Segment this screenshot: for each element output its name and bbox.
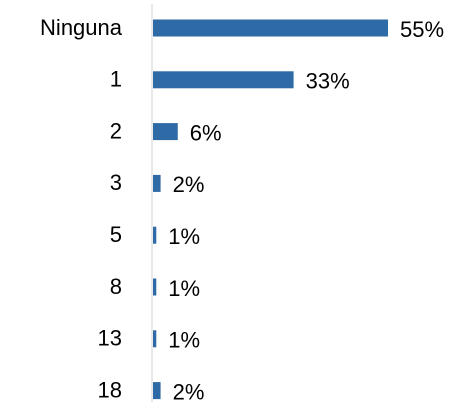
y-tick-label: 18: [98, 377, 122, 402]
bar: [153, 19, 388, 37]
bar: [153, 330, 157, 348]
bar: [153, 174, 161, 192]
data-label: 2%: [173, 172, 205, 197]
data-label: 55%: [400, 17, 444, 42]
bar: [153, 278, 157, 296]
bar: [153, 226, 157, 244]
bar: [153, 123, 178, 141]
y-tick-label: 5: [110, 222, 122, 247]
data-label: 2%: [173, 379, 205, 403]
data-label: 1%: [168, 328, 200, 353]
bar: [153, 382, 161, 400]
data-label: 6%: [190, 120, 222, 145]
data-label: 33%: [306, 69, 350, 94]
bar: [153, 71, 294, 89]
y-tick-label: 1: [110, 67, 122, 92]
y-tick-label: 8: [110, 274, 122, 299]
y-tick-label: 2: [110, 118, 122, 143]
y-tick-label: 3: [110, 170, 122, 195]
data-label: 1%: [168, 276, 200, 301]
data-label: 1%: [168, 224, 200, 249]
y-tick-label: 13: [98, 326, 122, 351]
y-tick-label: Ninguna: [40, 15, 123, 40]
